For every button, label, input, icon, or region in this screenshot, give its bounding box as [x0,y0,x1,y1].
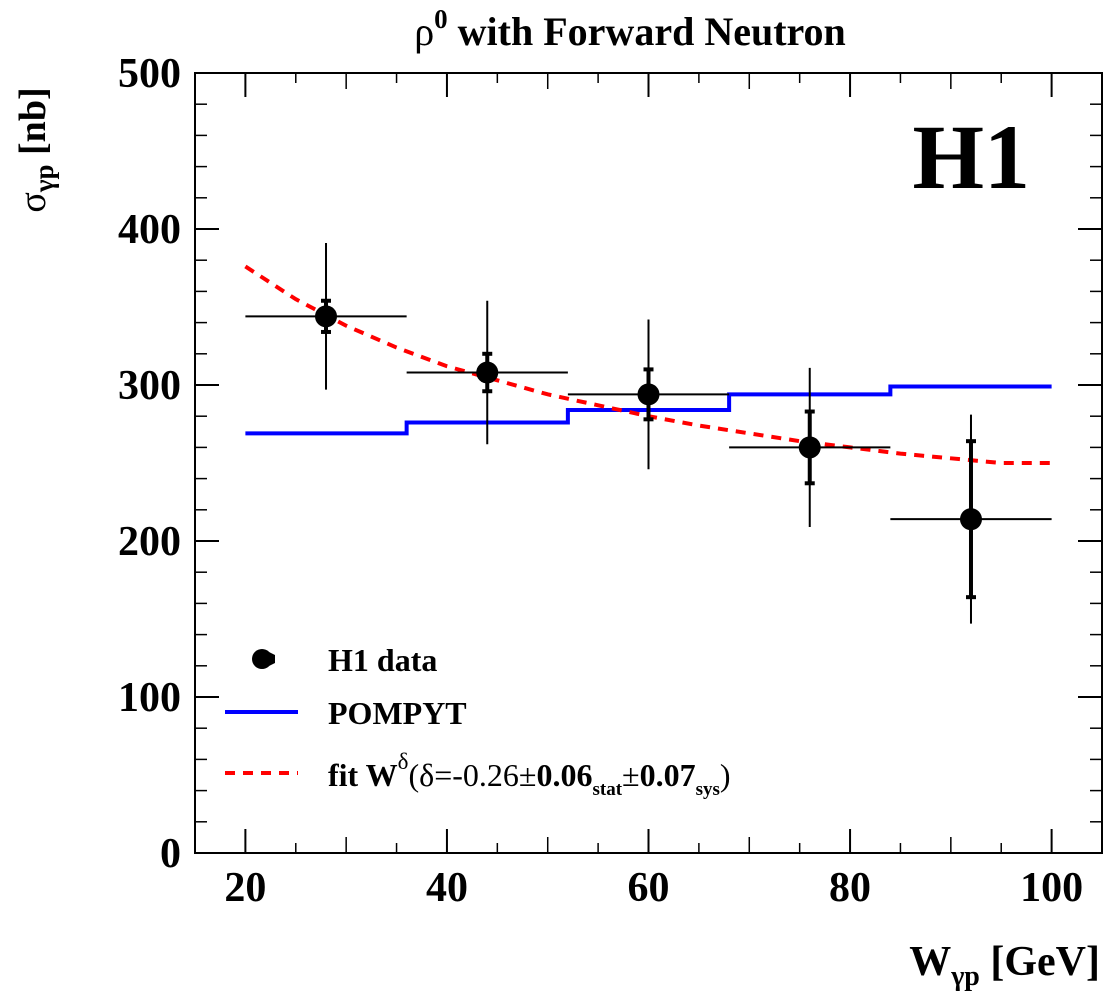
x-axis-label: Wγp [GeV] [909,939,1100,992]
title-base: ρ [414,9,434,54]
data-point [406,300,568,445]
fit-v2: 0.07 [640,757,696,793]
y-tick-label: 0 [160,831,181,877]
data-marker [959,508,982,531]
legend: H1 data POMPYT fit Wδ(δ=-0.26±0.06stat±0… [225,642,731,800]
x-tick-label: 40 [426,865,468,911]
data-point [729,367,891,527]
fit-pm2: ± [622,757,640,793]
y-tick-label: 100 [118,675,181,721]
data-point [567,319,730,470]
x-tick-label: 100 [1020,865,1083,911]
ylabel-sub: γp [29,164,59,193]
data-marker [637,383,660,406]
legend-fit-label: fit Wδ(δ=-0.26±0.06stat±0.07sys) [328,749,731,800]
xlabel-base: W [909,939,951,985]
ylabel-base: σ [12,192,54,212]
fit-open: (δ=-0.26 [408,757,518,793]
fit-prefix: fit W [328,757,398,793]
x-tick-label: 80 [829,865,871,911]
xlabel-sub: γp [950,961,980,992]
title-sup: 0 [434,4,448,34]
chart-title: ρ0 with Forward Neutron [414,4,846,54]
title-rest: with Forward Neutron [448,9,846,54]
xlabel-rest: [GeV] [980,939,1100,985]
data-marker [476,361,499,384]
fit-v1: 0.06 [536,757,592,793]
y-tick-label: 300 [118,363,181,409]
y-tick-label: 200 [118,519,181,565]
axes: 0 100 200 300 400 500 20 40 60 80 100 [118,51,1102,911]
experiment-label: H1 [912,106,1030,208]
legend-pompyt-label: POMPYT [328,695,467,731]
legend-data-marker-dot [252,649,272,669]
ylabel-rest: [nb] [12,87,54,164]
data-layer [245,243,1052,624]
data-point [245,243,407,390]
x-tick-label: 60 [628,865,670,911]
fit-s1: stat [592,779,622,800]
y-axis-label: σγp [nb] [12,87,59,212]
y-tick-label: 400 [118,207,181,253]
fit-close: ) [720,757,731,793]
fit-pm1: ± [519,757,537,793]
x-tick-label: 20 [224,865,266,911]
fit-sup: δ [398,749,409,774]
legend-data-label: H1 data [328,642,437,678]
data-point [890,414,1052,624]
y-tick-label: 500 [118,51,181,97]
data-marker [315,305,338,328]
data-marker [798,436,821,459]
fit-s2: sys [696,779,720,800]
